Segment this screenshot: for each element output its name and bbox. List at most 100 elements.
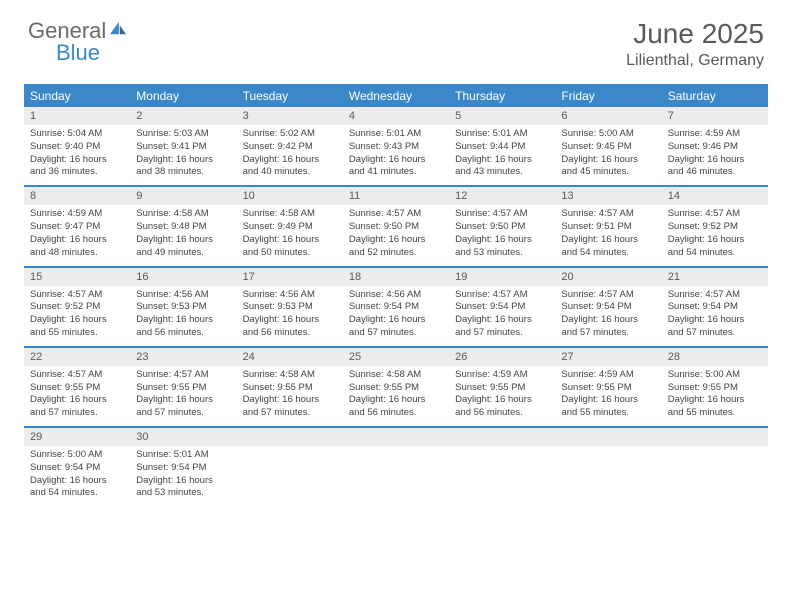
day-details: Sunrise: 5:02 AMSunset: 9:42 PMDaylight:…	[237, 128, 343, 179]
day-number-empty	[343, 428, 449, 446]
daylight-line: Daylight: 16 hours and 56 minutes.	[349, 394, 443, 420]
daylight-line: Daylight: 16 hours and 56 minutes.	[136, 314, 230, 340]
week-row: 15Sunrise: 4:57 AMSunset: 9:52 PMDayligh…	[24, 268, 768, 348]
calendar-cell	[343, 428, 449, 506]
day-details: Sunrise: 5:01 AMSunset: 9:43 PMDaylight:…	[343, 128, 449, 179]
sunset-line: Sunset: 9:40 PM	[30, 141, 124, 154]
sunrise-line: Sunrise: 5:00 AM	[30, 449, 124, 462]
calendar-cell: 30Sunrise: 5:01 AMSunset: 9:54 PMDayligh…	[130, 428, 236, 506]
sunrise-line: Sunrise: 4:58 AM	[136, 208, 230, 221]
day-details: Sunrise: 4:59 AMSunset: 9:55 PMDaylight:…	[449, 369, 555, 420]
daylight-line: Daylight: 16 hours and 57 minutes.	[243, 394, 337, 420]
daylight-line: Daylight: 16 hours and 57 minutes.	[455, 314, 549, 340]
sunset-line: Sunset: 9:45 PM	[561, 141, 655, 154]
day-number: 4	[343, 107, 449, 125]
sunrise-line: Sunrise: 5:01 AM	[349, 128, 443, 141]
calendar-cell: 20Sunrise: 4:57 AMSunset: 9:54 PMDayligh…	[555, 268, 661, 346]
day-details: Sunrise: 5:00 AMSunset: 9:54 PMDaylight:…	[24, 449, 130, 500]
calendar-cell: 17Sunrise: 4:56 AMSunset: 9:53 PMDayligh…	[237, 268, 343, 346]
sunrise-line: Sunrise: 4:57 AM	[668, 208, 762, 221]
sunset-line: Sunset: 9:49 PM	[243, 221, 337, 234]
dayhead-tuesday: Tuesday	[237, 86, 343, 107]
day-details: Sunrise: 4:58 AMSunset: 9:55 PMDaylight:…	[343, 369, 449, 420]
day-details: Sunrise: 5:01 AMSunset: 9:44 PMDaylight:…	[449, 128, 555, 179]
calendar-cell: 3 Sunrise: 5:02 AMSunset: 9:42 PMDaylight…	[237, 107, 343, 185]
sunset-line: Sunset: 9:55 PM	[30, 382, 124, 395]
calendar-cell	[237, 428, 343, 506]
sunrise-line: Sunrise: 4:58 AM	[243, 369, 337, 382]
sunrise-line: Sunrise: 4:56 AM	[243, 289, 337, 302]
calendar-cell: 8Sunrise: 4:59 AMSunset: 9:47 PMDaylight…	[24, 187, 130, 265]
sunrise-line: Sunrise: 4:59 AM	[30, 208, 124, 221]
day-number: 13	[555, 187, 661, 205]
day-details: Sunrise: 5:00 AMSunset: 9:45 PMDaylight:…	[555, 128, 661, 179]
sunset-line: Sunset: 9:55 PM	[136, 382, 230, 395]
day-number: 17	[237, 268, 343, 286]
day-number: 26	[449, 348, 555, 366]
sunrise-line: Sunrise: 4:56 AM	[349, 289, 443, 302]
day-number: 30	[130, 428, 236, 446]
day-number: 11	[343, 187, 449, 205]
sunrise-line: Sunrise: 4:59 AM	[455, 369, 549, 382]
day-number: 7	[662, 107, 768, 125]
day-number: 14	[662, 187, 768, 205]
sunrise-line: Sunrise: 5:04 AM	[30, 128, 124, 141]
calendar-cell: 1Sunrise: 5:04 AMSunset: 9:40 PMDaylight…	[24, 107, 130, 185]
sunset-line: Sunset: 9:52 PM	[30, 301, 124, 314]
sunset-line: Sunset: 9:54 PM	[668, 301, 762, 314]
day-details: Sunrise: 5:00 AMSunset: 9:55 PMDaylight:…	[662, 369, 768, 420]
sunset-line: Sunset: 9:52 PM	[668, 221, 762, 234]
day-number: 6	[555, 107, 661, 125]
daylight-line: Daylight: 16 hours and 57 minutes.	[561, 314, 655, 340]
dayhead-friday: Friday	[555, 86, 661, 107]
sunset-line: Sunset: 9:54 PM	[455, 301, 549, 314]
calendar-cell	[662, 428, 768, 506]
day-number: 10	[237, 187, 343, 205]
daylight-line: Daylight: 16 hours and 57 minutes.	[668, 314, 762, 340]
sunrise-line: Sunrise: 4:57 AM	[561, 208, 655, 221]
daylight-line: Daylight: 16 hours and 45 minutes.	[561, 154, 655, 180]
day-number-empty	[449, 428, 555, 446]
day-number: 21	[662, 268, 768, 286]
day-details: Sunrise: 4:57 AMSunset: 9:55 PMDaylight:…	[24, 369, 130, 420]
sunrise-line: Sunrise: 5:00 AM	[668, 369, 762, 382]
day-number: 24	[237, 348, 343, 366]
sunset-line: Sunset: 9:54 PM	[561, 301, 655, 314]
day-number: 3	[237, 107, 343, 125]
week-row: 22Sunrise: 4:57 AMSunset: 9:55 PMDayligh…	[24, 348, 768, 428]
daylight-line: Daylight: 16 hours and 46 minutes.	[668, 154, 762, 180]
calendar-cell: 28Sunrise: 5:00 AMSunset: 9:55 PMDayligh…	[662, 348, 768, 426]
daylight-line: Daylight: 16 hours and 56 minutes.	[243, 314, 337, 340]
day-number: 25	[343, 348, 449, 366]
calendar-cell: 24 Sunrise: 4:58 AMSunset: 9:55 PMDayligh…	[237, 348, 343, 426]
sunrise-line: Sunrise: 4:59 AM	[561, 369, 655, 382]
day-number: 27	[555, 348, 661, 366]
day-details: Sunrise: 4:57 AMSunset: 9:51 PMDaylight:…	[555, 208, 661, 259]
sunset-line: Sunset: 9:42 PM	[243, 141, 337, 154]
calendar-cell: 14Sunrise: 4:57 AMSunset: 9:52 PMDayligh…	[662, 187, 768, 265]
day-details: Sunrise: 4:56 AMSunset: 9:54 PMDaylight:…	[343, 289, 449, 340]
day-details: Sunrise: 4:59 AMSunset: 9:55 PMDaylight:…	[555, 369, 661, 420]
calendar-cell	[449, 428, 555, 506]
calendar-cell: 15Sunrise: 4:57 AMSunset: 9:52 PMDayligh…	[24, 268, 130, 346]
dayhead-monday: Monday	[130, 86, 236, 107]
day-details: Sunrise: 4:57 AMSunset: 9:54 PMDaylight:…	[555, 289, 661, 340]
page-title: June 2025	[626, 18, 764, 50]
day-number: 29	[24, 428, 130, 446]
calendar-cell: 16Sunrise: 4:56 AMSunset: 9:53 PMDayligh…	[130, 268, 236, 346]
day-number-empty	[237, 428, 343, 446]
day-details: Sunrise: 5:03 AMSunset: 9:41 PMDaylight:…	[130, 128, 236, 179]
daylight-line: Daylight: 16 hours and 49 minutes.	[136, 234, 230, 260]
daylight-line: Daylight: 16 hours and 54 minutes.	[30, 475, 124, 501]
day-number: 5	[449, 107, 555, 125]
sunset-line: Sunset: 9:43 PM	[349, 141, 443, 154]
calendar-cell: 19Sunrise: 4:57 AMSunset: 9:54 PMDayligh…	[449, 268, 555, 346]
day-details: Sunrise: 4:58 AMSunset: 9:48 PMDaylight:…	[130, 208, 236, 259]
sunrise-line: Sunrise: 5:03 AM	[136, 128, 230, 141]
day-details: Sunrise: 4:58 AMSunset: 9:55 PMDaylight:…	[237, 369, 343, 420]
sunset-line: Sunset: 9:48 PM	[136, 221, 230, 234]
daylight-line: Daylight: 16 hours and 43 minutes.	[455, 154, 549, 180]
calendar-cell: 4 Sunrise: 5:01 AMSunset: 9:43 PMDaylight…	[343, 107, 449, 185]
calendar-cell: 13 Sunrise: 4:57 AMSunset: 9:51 PMDayligh…	[555, 187, 661, 265]
sunset-line: Sunset: 9:44 PM	[455, 141, 549, 154]
